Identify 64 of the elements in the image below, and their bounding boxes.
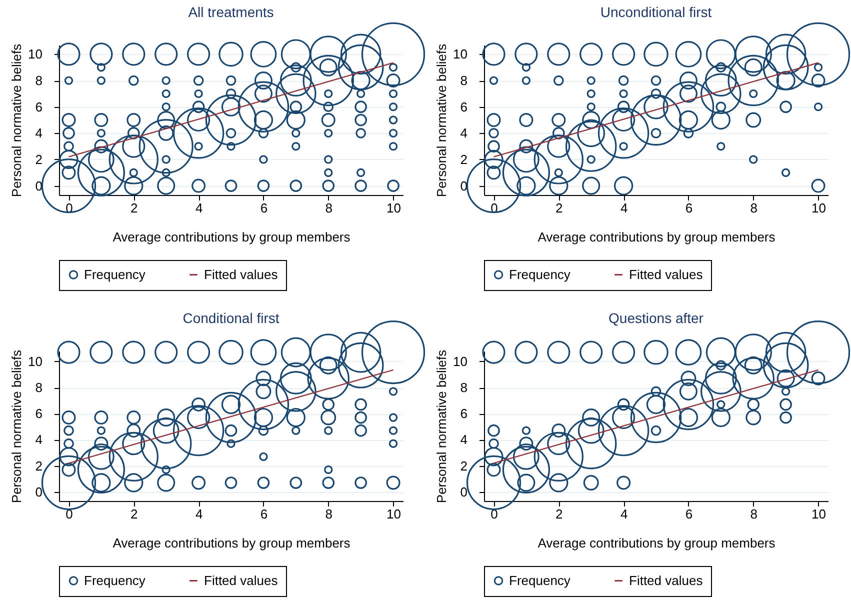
x-tick-label: 8 xyxy=(325,200,332,216)
x-tick-label: 6 xyxy=(685,200,693,216)
y-tick-label: 0 xyxy=(35,484,42,500)
legend-label: Frequency xyxy=(509,572,571,588)
chart-title: All treatments xyxy=(187,4,275,20)
legend-label: Frequency xyxy=(509,266,571,282)
legend-label: Fitted values xyxy=(629,572,704,588)
x-tick-label: 10 xyxy=(812,506,826,522)
x-axis-title: Average contributions by group members xyxy=(538,536,776,550)
x-tick-label: 6 xyxy=(260,200,268,216)
y-tick-label: 4 xyxy=(460,432,468,448)
y-tick-label: 10 xyxy=(28,354,42,369)
y-tick-label: 10 xyxy=(453,46,468,62)
x-tick-label: 4 xyxy=(620,506,628,522)
chart-title: Unconditional first xyxy=(599,4,713,20)
x-tick-label: 4 xyxy=(195,506,203,522)
x-tick-label: 6 xyxy=(260,506,268,522)
legend-label: Fitted values xyxy=(204,572,278,588)
y-axis-title: Personal normative beliefs xyxy=(9,349,24,504)
x-tick-label: 10 xyxy=(812,200,826,216)
y-tick-label: 10 xyxy=(453,354,468,369)
y-tick-label: 10 xyxy=(28,46,42,62)
y-tick-label: 2 xyxy=(35,152,42,167)
x-tick-label: 2 xyxy=(556,506,563,522)
x-tick-label: 2 xyxy=(556,200,563,216)
y-tick-label: 8 xyxy=(35,380,42,396)
x-axis-title: Average contributions by group members xyxy=(538,230,776,244)
y-tick-label: 6 xyxy=(460,406,468,422)
x-tick-label: 0 xyxy=(66,506,73,522)
y-tick-label: 8 xyxy=(460,380,468,396)
y-tick-label: 8 xyxy=(35,73,42,88)
chart-title: Conditional first xyxy=(182,310,280,326)
x-tick-label: 8 xyxy=(750,506,758,522)
y-tick-label: 4 xyxy=(460,126,468,141)
x-tick-label: 10 xyxy=(386,506,401,522)
y-axis-title: Personal normative beliefs xyxy=(9,43,24,198)
x-tick-label: 6 xyxy=(685,506,693,522)
x-tick-label: 2 xyxy=(130,200,138,216)
y-tick-label: 0 xyxy=(460,484,468,500)
x-axis-title: Average contributions by group members xyxy=(112,536,351,550)
y-tick-label: 8 xyxy=(460,73,468,88)
y-tick-label: 2 xyxy=(460,458,468,474)
y-axis-title: Personal normative beliefs xyxy=(434,349,450,504)
y-tick-label: 6 xyxy=(35,406,42,422)
legend-label: Fitted values xyxy=(204,266,278,282)
y-tick-label: 4 xyxy=(35,126,42,141)
x-tick-label: 8 xyxy=(325,506,332,522)
x-tick-label: 8 xyxy=(750,200,758,216)
x-axis-title: Average contributions by group members xyxy=(112,230,351,244)
y-tick-label: 4 xyxy=(35,432,42,448)
y-tick-label: 2 xyxy=(35,458,42,474)
x-tick-label: 10 xyxy=(386,200,401,216)
y-tick-label: 6 xyxy=(35,99,42,114)
y-tick-label: 2 xyxy=(460,152,468,167)
legend-label: Fitted values xyxy=(629,266,704,282)
legend-label: Frequency xyxy=(84,266,146,282)
x-tick-label: 4 xyxy=(620,200,628,216)
y-axis-title: Personal normative beliefs xyxy=(434,43,450,198)
x-tick-label: 2 xyxy=(130,506,138,522)
y-tick-label: 6 xyxy=(460,99,468,114)
chart-title: Questions after xyxy=(608,310,704,326)
x-tick-label: 0 xyxy=(490,506,498,522)
legend-label: Frequency xyxy=(84,572,146,588)
x-tick-label: 4 xyxy=(195,200,203,216)
